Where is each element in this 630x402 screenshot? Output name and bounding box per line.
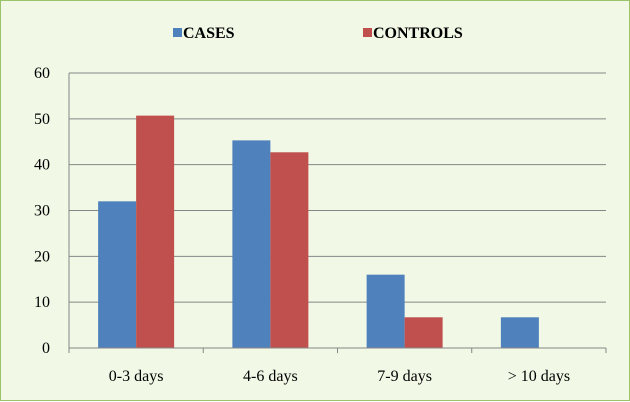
bar-cases bbox=[500, 317, 539, 348]
y-tick-label: 20 bbox=[34, 248, 50, 265]
legend-swatch bbox=[173, 28, 182, 37]
legend-swatch bbox=[363, 28, 372, 37]
x-axis-ticks: 0-3 days 4-6 days 7-9 days > 10 days bbox=[109, 368, 570, 385]
y-tick-label: 40 bbox=[34, 157, 50, 174]
x-tick-label: 0-3 days bbox=[109, 368, 164, 385]
legend-item-controls: CONTROLS bbox=[363, 25, 463, 42]
legend-label: CONTROLS bbox=[373, 25, 463, 42]
y-tick-label: 50 bbox=[34, 111, 50, 128]
bar-cases bbox=[98, 201, 137, 348]
y-axis-ticks: 0 10 20 30 40 50 60 bbox=[34, 65, 50, 357]
bar-controls bbox=[136, 115, 175, 348]
y-tick-label: 10 bbox=[34, 294, 50, 311]
legend-item-cases: CASES bbox=[173, 25, 235, 42]
y-tick-label: 60 bbox=[34, 65, 50, 82]
bar-controls bbox=[404, 317, 443, 348]
y-tick-label: 30 bbox=[34, 203, 50, 220]
bar-cases bbox=[366, 274, 405, 348]
x-tick-label: 7-9 days bbox=[377, 368, 432, 385]
x-tick-label: 4-6 days bbox=[243, 368, 298, 385]
legend-label: CASES bbox=[183, 25, 235, 42]
legend: CASES CONTROLS bbox=[173, 25, 463, 42]
bars bbox=[98, 115, 539, 348]
axes bbox=[68, 73, 607, 353]
bar-cases bbox=[232, 140, 271, 348]
y-tick-label: 0 bbox=[42, 340, 50, 357]
bar-controls bbox=[270, 152, 309, 348]
x-tick-label: > 10 days bbox=[508, 368, 570, 385]
